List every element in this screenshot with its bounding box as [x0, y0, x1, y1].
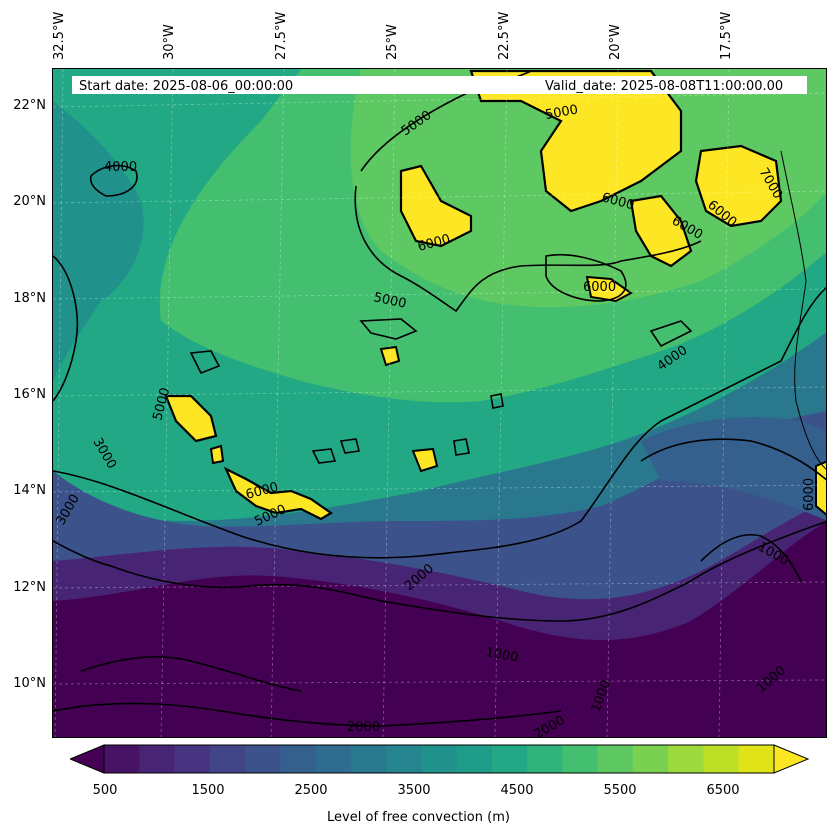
- colorbar-under-arrow: [70, 744, 105, 774]
- contour-label: 1000: [484, 645, 519, 666]
- colorbar-over-arrow: [773, 744, 810, 774]
- colorbar: [70, 744, 810, 774]
- colorbar-segment: [315, 745, 352, 773]
- colorbar-frame: [103, 744, 775, 774]
- colorbar-segment: [527, 745, 563, 773]
- colorbar-segment: [632, 745, 669, 773]
- lat-label-14n: 14°N: [13, 483, 46, 498]
- contour-label: 6000: [583, 280, 616, 295]
- contour-lines: [53, 70, 826, 727]
- colorbar-segment: [139, 745, 176, 773]
- lon-label-30w: 30°W: [162, 24, 177, 60]
- patch-yellow-mid-e: [629, 194, 693, 268]
- lon-label-20w: 20°W: [608, 24, 623, 60]
- colorbar-segment: [491, 745, 528, 773]
- contour-label: 2000: [347, 720, 380, 735]
- colorbar-tick: 500: [92, 783, 118, 798]
- patch-yellow-edge: [815, 460, 826, 516]
- contour-label: 5000: [372, 290, 407, 312]
- colorbar-segment: [104, 745, 140, 773]
- lat-label-16n: 16°N: [13, 387, 46, 402]
- colorbar-tick: 3500: [397, 783, 431, 798]
- colorbar-segments: [104, 745, 775, 773]
- lon-label-17-5w: 17.5°W: [719, 11, 734, 60]
- colorbar-segment: [738, 745, 775, 773]
- colorbar-segment: [174, 745, 211, 773]
- lon-label-32-5w: 32.5°W: [52, 11, 67, 60]
- map-plot-area[interactable]: 4000 5000 5000 6000 6000 6000 6000 7000 …: [52, 68, 827, 738]
- colorbar-tick: 6500: [706, 783, 740, 798]
- colorbar-segment: [386, 745, 422, 773]
- lon-label-25w: 25°W: [385, 24, 400, 60]
- colorbar-segment: [245, 745, 281, 773]
- colorbar-tick: 2500: [294, 783, 328, 798]
- lat-label-12n: 12°N: [13, 580, 46, 595]
- colorbar-segment: [209, 745, 246, 773]
- lat-label-20n: 20°N: [13, 194, 46, 209]
- start-date-label: Start date: 2025-08-06_00:00:00: [79, 79, 294, 94]
- info-header-box: [72, 76, 807, 94]
- patch-yellow-e: [694, 144, 783, 228]
- patch-yellow-c: [399, 164, 473, 248]
- patch-yellow-w: [164, 394, 218, 443]
- colorbar-tick: 1500: [191, 783, 225, 798]
- patch-yellow-tiny: [379, 345, 401, 367]
- lat-label-10n: 10°N: [13, 676, 46, 691]
- colorbar-label: Level of free convection (m): [327, 810, 510, 825]
- field-west-teal: [53, 101, 144, 381]
- patch-yellow-sw: [223, 466, 334, 521]
- colorbar-tick: 4500: [500, 783, 534, 798]
- colorbar-segment: [280, 745, 317, 773]
- colorbar-segment: [350, 745, 387, 773]
- colorbar-segment: [668, 745, 704, 773]
- map-canvas: 4000 5000 5000 6000 6000 6000 6000 7000 …: [53, 69, 826, 737]
- colorbar-segment: [421, 745, 458, 773]
- colorbar-segment: [703, 745, 740, 773]
- graticule: [53, 69, 826, 737]
- lon-label-27-5w: 27.5°W: [274, 11, 289, 60]
- contour-label: 6000: [802, 478, 817, 511]
- colorbar-segment: [597, 745, 634, 773]
- lon-label-22-5w: 22.5°W: [497, 11, 512, 60]
- field-deep-purple: [53, 522, 826, 737]
- coastline: [780, 150, 826, 470]
- patch-yellow-sw2: [209, 444, 225, 465]
- contour-label: 5000: [544, 102, 579, 123]
- colorbar-segment: [456, 745, 493, 773]
- colorbar-tick: 5500: [603, 783, 637, 798]
- lat-label-22n: 22°N: [13, 98, 46, 113]
- lat-label-18n: 18°N: [13, 291, 46, 306]
- colorbar-segment: [562, 745, 599, 773]
- contour-label: 4000: [104, 160, 137, 175]
- valid-date-label: Valid_date: 2025-08-08T11:00:00.00: [545, 79, 784, 94]
- patch-yellow-small: [411, 447, 439, 473]
